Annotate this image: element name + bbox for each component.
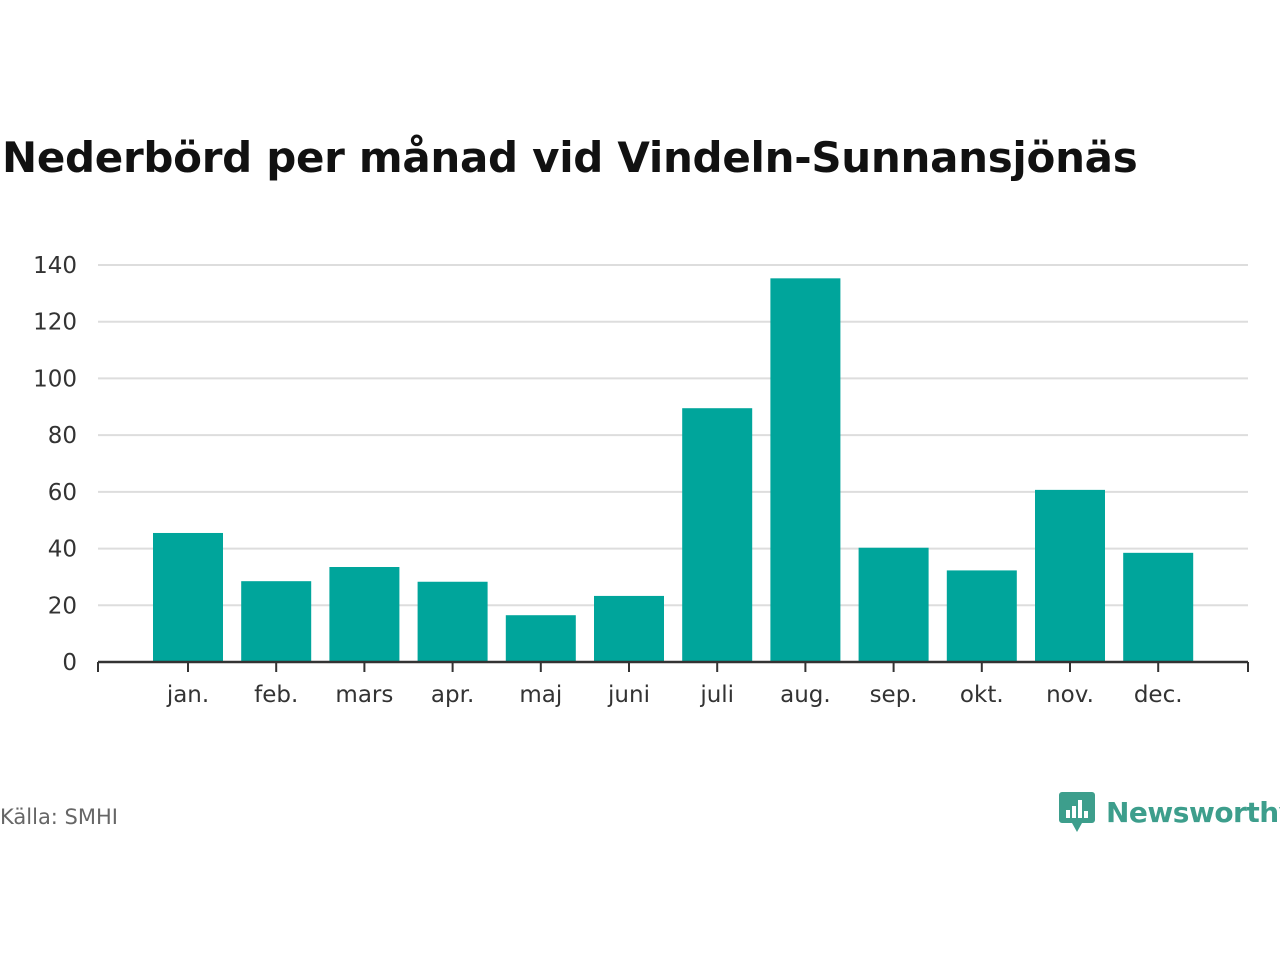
y-tick-label: 140 bbox=[33, 253, 77, 279]
x-tick-label: feb. bbox=[254, 682, 298, 708]
y-axis-tick-labels: 0 20 40 60 80 100 120 140 bbox=[33, 253, 77, 676]
x-tick-label: apr. bbox=[431, 682, 474, 708]
bar-okt bbox=[946, 570, 1017, 662]
x-tick-label: aug. bbox=[780, 682, 831, 708]
chart-title: Nederbörd per månad vid Vindeln-Sunnansj… bbox=[2, 133, 1138, 182]
x-tick-label: nov. bbox=[1046, 682, 1094, 708]
x-axis bbox=[97, 660, 1249, 672]
y-tick-label: 120 bbox=[33, 310, 77, 336]
x-axis-tick-labels: jan. feb. mars apr. maj juni juli aug. sep. okt. n… bbox=[166, 682, 1183, 708]
x-tick-label: sep. bbox=[870, 682, 918, 708]
y-tick-label: 100 bbox=[33, 366, 77, 392]
bar-dec bbox=[1123, 552, 1194, 662]
y-tick-label: 60 bbox=[48, 480, 77, 506]
bar-sep bbox=[858, 547, 929, 662]
bar-feb bbox=[241, 581, 312, 662]
newsworthy-logo-icon bbox=[1059, 792, 1095, 832]
x-tick-label: juni bbox=[607, 682, 650, 708]
y-tick-label: 80 bbox=[48, 423, 77, 449]
x-tick-label: maj bbox=[519, 682, 562, 708]
bar-maj bbox=[505, 615, 576, 662]
x-tick-label: jan. bbox=[166, 682, 209, 708]
x-tick-label: juli bbox=[699, 682, 734, 708]
y-tick-label: 40 bbox=[48, 537, 77, 563]
x-tick-label: okt. bbox=[960, 682, 1004, 708]
source-note: Källa: SMHI bbox=[0, 805, 118, 829]
y-tick-label: 20 bbox=[48, 593, 77, 619]
brand-logo: Newsworthy bbox=[1058, 790, 1280, 834]
bar-juni bbox=[594, 595, 664, 662]
bar-aug bbox=[770, 278, 841, 662]
x-tick-label: mars bbox=[335, 682, 393, 708]
bar-apr bbox=[417, 581, 488, 662]
bar-nov bbox=[1035, 489, 1105, 662]
bar-juli bbox=[682, 408, 753, 662]
bars bbox=[153, 278, 1194, 662]
brand-name: Newsworthy bbox=[1106, 795, 1280, 829]
y-tick-label: 0 bbox=[62, 650, 77, 676]
x-tick-label: dec. bbox=[1134, 682, 1183, 708]
bar-jan bbox=[153, 532, 223, 662]
bar-mars bbox=[329, 567, 400, 662]
